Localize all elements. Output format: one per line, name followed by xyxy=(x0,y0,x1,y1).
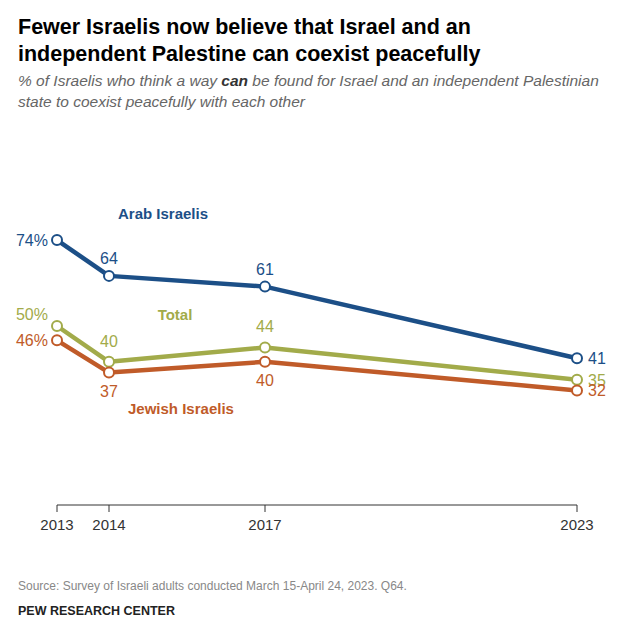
data-label: 40 xyxy=(100,333,118,350)
subtitle-part: % of Israelis who think a way xyxy=(18,72,221,89)
title: Fewer Israelis now believe that Israel a… xyxy=(18,14,538,68)
point xyxy=(260,342,270,352)
point xyxy=(104,271,114,281)
data-label: 46% xyxy=(16,332,48,349)
source: Source: Survey of Israeli adults conduct… xyxy=(18,579,407,593)
lines xyxy=(52,235,582,395)
subtitle-part: can xyxy=(221,72,248,89)
data-label: 64 xyxy=(100,250,118,267)
data-label: 37 xyxy=(100,383,118,400)
point xyxy=(260,282,270,292)
x-tick xyxy=(577,505,578,512)
chart: 2013 2014 2017 2023 74% 64 61 41 Arab Israelis 50… xyxy=(0,0,639,627)
x-axis xyxy=(57,505,577,506)
point xyxy=(572,385,582,395)
point xyxy=(52,321,62,331)
data-label: 32 xyxy=(588,382,606,399)
data-label: 61 xyxy=(256,261,274,278)
point xyxy=(104,368,114,378)
labels: 74%646141Arab Israelis50%404435Total46%3… xyxy=(16,205,606,417)
x-tick xyxy=(265,505,266,512)
point xyxy=(104,357,114,367)
data-label: 74% xyxy=(16,232,48,249)
series-name: Total xyxy=(158,306,193,323)
credit: PEW RESEARCH CENTER xyxy=(18,604,175,618)
data-label: 41 xyxy=(588,350,606,367)
x-tick xyxy=(57,505,58,512)
x-tick xyxy=(109,505,110,512)
x-tick-label: 2023 xyxy=(560,516,593,533)
series-line xyxy=(57,240,577,358)
data-label: 40 xyxy=(256,372,274,389)
data-label: 50% xyxy=(16,306,48,323)
point xyxy=(52,235,62,245)
point xyxy=(260,357,270,367)
x-tick-label: 2014 xyxy=(92,516,125,533)
point xyxy=(572,375,582,385)
series-line xyxy=(57,340,577,390)
point xyxy=(572,353,582,363)
series-name: Arab Israelis xyxy=(118,205,208,222)
point xyxy=(52,335,62,345)
subtitle: % of Israelis who think a way can be fou… xyxy=(18,70,618,112)
x-tick-label: 2017 xyxy=(248,516,281,533)
series-name: Jewish Israelis xyxy=(128,400,234,417)
x-tick-label: 2013 xyxy=(40,516,73,533)
data-label: 44 xyxy=(256,318,274,335)
